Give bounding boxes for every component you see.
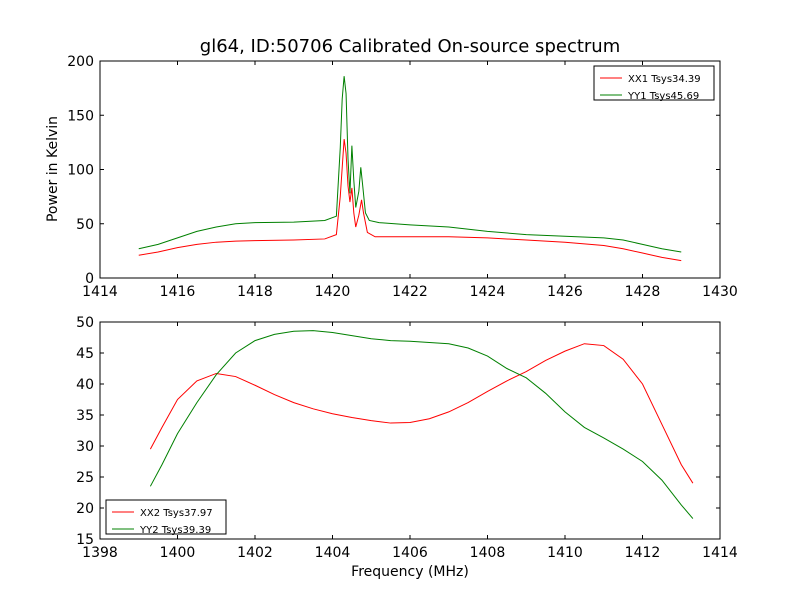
y-tick-label: 50: [76, 217, 94, 233]
top-plot: 1414 1416 1418 1420 1422 1424 1426 1428 1430 0 50 1…: [67, 54, 738, 300]
legend-entry: XX2 Tsys37.97: [140, 508, 213, 519]
x-tick-label: 1424: [470, 284, 506, 300]
legend-box: [593, 65, 715, 101]
x-tick-label: 1428: [625, 284, 661, 300]
series-line-2: [149, 330, 694, 519]
y-tick-label: 40: [76, 377, 94, 393]
x-tick-label: 1416: [160, 284, 196, 300]
y-tick-label: 0: [85, 271, 94, 287]
legend-box: [105, 499, 227, 535]
x-tick-label: 1410: [547, 545, 583, 561]
legend: XX1 Tsys34.39 YY1 Tsys45.69: [593, 65, 715, 102]
y-tick-label: 100: [67, 163, 94, 179]
x-tick-label: 1398: [82, 545, 118, 561]
y-tick-label: 50: [76, 315, 94, 331]
bottom-x-axis-label: Frequency (MHz): [351, 564, 469, 580]
y-tick-label: 150: [67, 108, 94, 124]
x-tick-label: 1404: [315, 545, 351, 561]
x-tick-label: 1412: [625, 545, 661, 561]
x-tick-label: 1426: [547, 284, 583, 300]
x-tick-label: 1402: [237, 545, 273, 561]
bottom-plot: 1398 1400 1402 1404 1406 1408 1410 1412 1414 15 20…: [76, 315, 738, 561]
x-tick-label: 1414: [702, 545, 738, 561]
series-line-1: [149, 343, 694, 484]
y-tick-label: 45: [76, 346, 94, 362]
top-y-axis-label: Power in Kelvin: [45, 116, 61, 222]
x-tick-label: 1414: [82, 284, 118, 300]
y-tick-label: 20: [76, 501, 94, 517]
series-line-2: [138, 76, 682, 253]
x-tick-label: 1420: [315, 284, 351, 300]
y-tick-label: 200: [67, 54, 94, 70]
legend-entry: XX1 Tsys34.39: [628, 74, 701, 85]
y-tick-label: 35: [76, 408, 94, 424]
chart-title: gl64, ID:50706 Calibrated On-source spec…: [200, 36, 620, 57]
y-tick-label: 15: [76, 532, 94, 548]
legend-entry: YY2 Tsys39.39: [139, 525, 211, 536]
series-line-1: [138, 139, 682, 262]
x-tick-label: 1418: [237, 284, 273, 300]
x-tick-label: 1430: [702, 284, 738, 300]
x-tick-label: 1400: [160, 545, 196, 561]
x-tick-label: 1408: [470, 545, 506, 561]
y-tick-label: 25: [76, 470, 94, 486]
legend-entry: YY1 Tsys45.69: [627, 91, 699, 102]
y-tick-label: 30: [76, 439, 94, 455]
x-tick-label: 1406: [392, 545, 428, 561]
x-tick-label: 1422: [392, 284, 428, 300]
legend: XX2 Tsys37.97 YY2 Tsys39.39: [105, 499, 227, 536]
